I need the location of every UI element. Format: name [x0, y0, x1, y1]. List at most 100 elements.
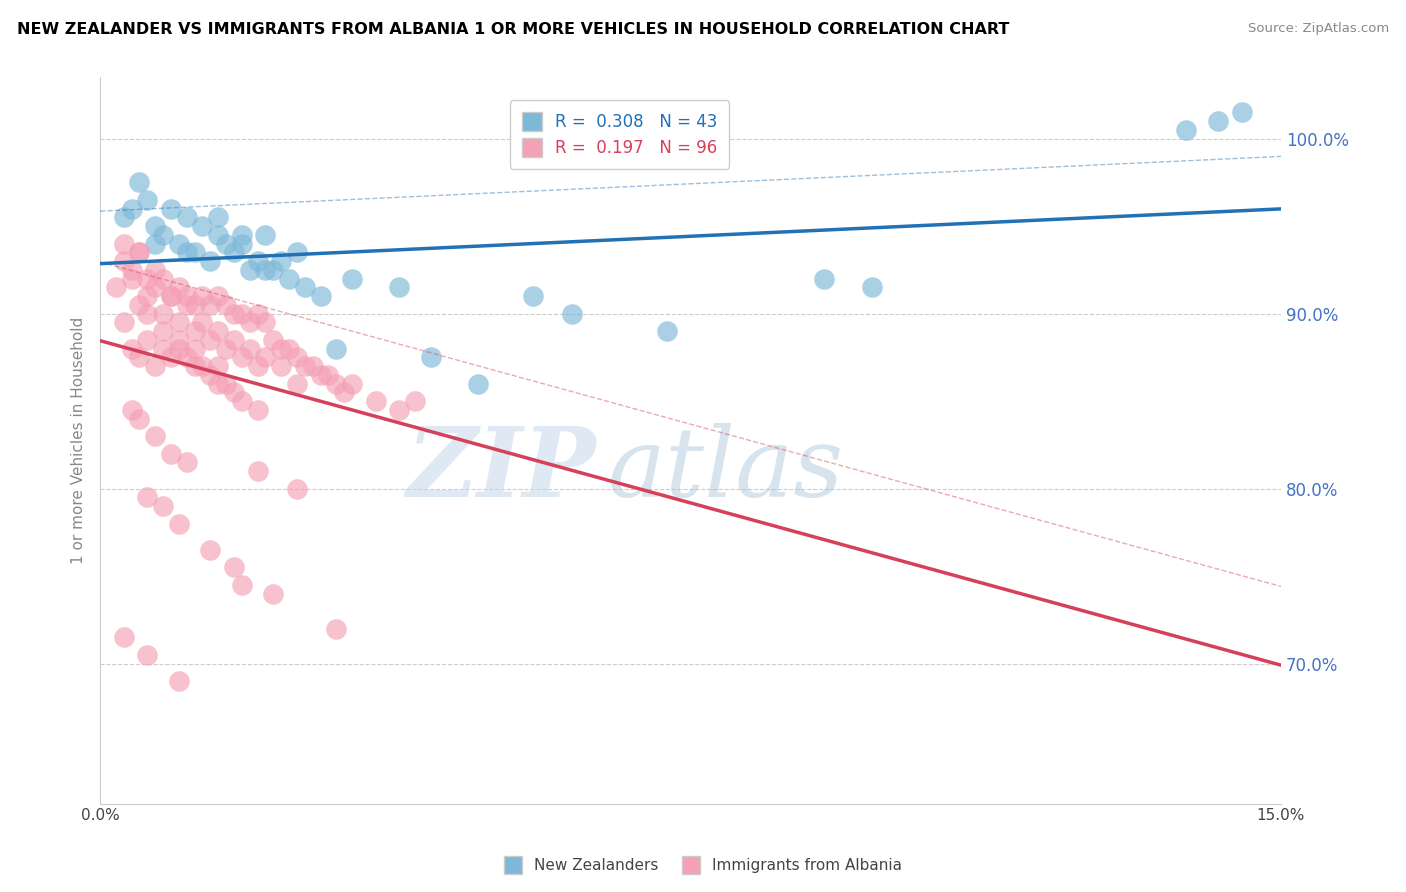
- Point: [207, 227, 229, 242]
- Point: [246, 254, 269, 268]
- Point: [176, 211, 198, 225]
- Point: [200, 542, 222, 557]
- Point: [152, 227, 174, 242]
- Point: [136, 289, 159, 303]
- Point: [152, 342, 174, 356]
- Point: [136, 271, 159, 285]
- Point: [860, 280, 883, 294]
- Legend: New Zealanders, Immigrants from Albania: New Zealanders, Immigrants from Albania: [498, 850, 908, 880]
- Point: [222, 245, 245, 260]
- Point: [191, 359, 214, 373]
- Point: [112, 236, 135, 251]
- Point: [325, 342, 347, 356]
- Point: [246, 464, 269, 478]
- Point: [561, 307, 583, 321]
- Point: [167, 342, 190, 356]
- Point: [143, 280, 166, 294]
- Point: [254, 315, 277, 329]
- Legend: R =  0.308   N = 43, R =  0.197   N = 96: R = 0.308 N = 43, R = 0.197 N = 96: [510, 100, 728, 169]
- Point: [231, 307, 253, 321]
- Point: [160, 202, 183, 216]
- Point: [813, 271, 835, 285]
- Point: [246, 403, 269, 417]
- Point: [136, 193, 159, 207]
- Point: [231, 351, 253, 365]
- Point: [128, 351, 150, 365]
- Point: [143, 429, 166, 443]
- Point: [112, 211, 135, 225]
- Point: [215, 298, 238, 312]
- Text: atlas: atlas: [607, 423, 844, 516]
- Point: [183, 245, 205, 260]
- Point: [333, 385, 356, 400]
- Point: [160, 289, 183, 303]
- Point: [294, 359, 316, 373]
- Point: [309, 289, 332, 303]
- Point: [388, 280, 411, 294]
- Point: [207, 211, 229, 225]
- Point: [191, 315, 214, 329]
- Point: [254, 263, 277, 277]
- Point: [231, 394, 253, 409]
- Point: [215, 342, 238, 356]
- Point: [270, 342, 292, 356]
- Point: [1230, 105, 1253, 120]
- Point: [1206, 114, 1229, 128]
- Point: [121, 271, 143, 285]
- Point: [183, 359, 205, 373]
- Point: [340, 376, 363, 391]
- Point: [285, 351, 308, 365]
- Point: [285, 245, 308, 260]
- Point: [152, 324, 174, 338]
- Point: [121, 263, 143, 277]
- Point: [167, 516, 190, 531]
- Point: [121, 403, 143, 417]
- Point: [262, 263, 284, 277]
- Point: [191, 219, 214, 234]
- Point: [121, 202, 143, 216]
- Point: [167, 333, 190, 347]
- Text: ZIP: ZIP: [406, 423, 596, 516]
- Point: [215, 236, 238, 251]
- Point: [262, 587, 284, 601]
- Point: [231, 578, 253, 592]
- Point: [128, 245, 150, 260]
- Point: [522, 289, 544, 303]
- Point: [325, 622, 347, 636]
- Point: [254, 227, 277, 242]
- Point: [112, 315, 135, 329]
- Point: [143, 236, 166, 251]
- Point: [239, 263, 262, 277]
- Point: [270, 359, 292, 373]
- Point: [246, 359, 269, 373]
- Point: [364, 394, 387, 409]
- Point: [239, 315, 262, 329]
- Point: [404, 394, 426, 409]
- Point: [128, 411, 150, 425]
- Point: [1175, 123, 1198, 137]
- Point: [294, 280, 316, 294]
- Point: [309, 368, 332, 382]
- Point: [160, 447, 183, 461]
- Point: [278, 342, 301, 356]
- Text: Source: ZipAtlas.com: Source: ZipAtlas.com: [1249, 22, 1389, 36]
- Point: [207, 376, 229, 391]
- Point: [160, 351, 183, 365]
- Point: [136, 333, 159, 347]
- Point: [176, 351, 198, 365]
- Point: [207, 289, 229, 303]
- Point: [262, 333, 284, 347]
- Point: [278, 271, 301, 285]
- Point: [152, 271, 174, 285]
- Point: [254, 351, 277, 365]
- Point: [136, 307, 159, 321]
- Point: [207, 324, 229, 338]
- Point: [176, 245, 198, 260]
- Point: [207, 359, 229, 373]
- Point: [191, 289, 214, 303]
- Point: [200, 298, 222, 312]
- Point: [136, 491, 159, 505]
- Point: [112, 254, 135, 268]
- Point: [121, 342, 143, 356]
- Point: [467, 376, 489, 391]
